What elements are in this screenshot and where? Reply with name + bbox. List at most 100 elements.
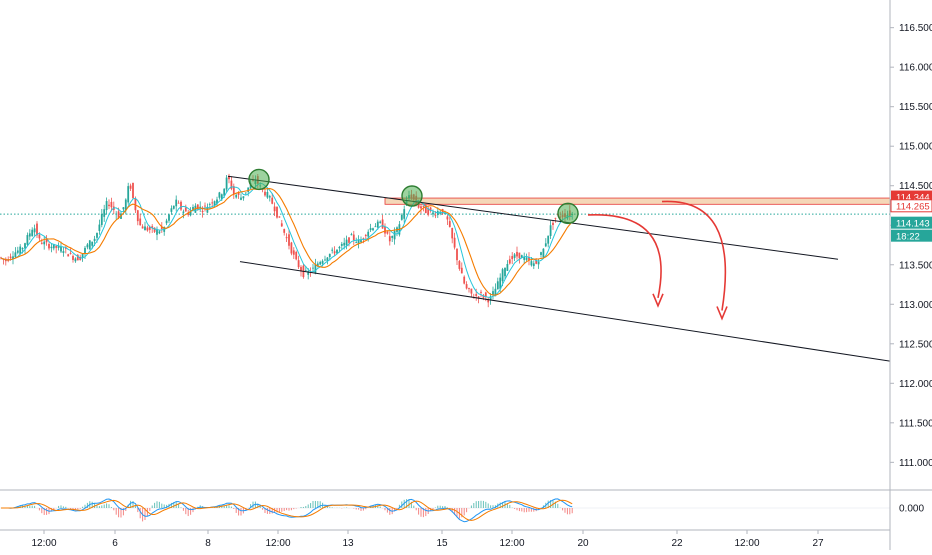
candle-body bbox=[307, 271, 310, 275]
candle-body bbox=[225, 177, 228, 190]
candle-body bbox=[484, 292, 487, 298]
candle-body bbox=[328, 253, 331, 258]
touch-point-circle[interactable] bbox=[557, 202, 579, 225]
candle-body bbox=[285, 237, 288, 239]
candle-body bbox=[388, 236, 391, 242]
candle-body bbox=[100, 213, 103, 225]
channel-lower-trendline[interactable] bbox=[239, 261, 891, 362]
candle-body bbox=[264, 191, 266, 196]
x-tick-label: 12:00 bbox=[499, 538, 524, 549]
candle-body bbox=[552, 222, 554, 225]
candle-body bbox=[0, 257, 2, 259]
candle-body bbox=[499, 277, 502, 289]
x-tick-label: 13 bbox=[342, 538, 354, 549]
candle-body bbox=[144, 226, 146, 231]
candle-body bbox=[55, 246, 58, 248]
candle-body bbox=[472, 297, 475, 299]
candle-body bbox=[170, 208, 173, 212]
candle-body bbox=[391, 235, 394, 238]
candle-body bbox=[465, 284, 468, 289]
candle-body bbox=[192, 207, 194, 210]
candle-body bbox=[295, 251, 298, 260]
candle-body bbox=[93, 238, 96, 242]
candle-body bbox=[432, 212, 434, 215]
candle-body bbox=[477, 296, 480, 299]
candle-body bbox=[266, 192, 269, 198]
candle-body bbox=[211, 202, 214, 204]
candle-body bbox=[14, 252, 17, 258]
candle-body bbox=[172, 205, 175, 209]
projection-arrow[interactable] bbox=[661, 200, 727, 311]
candle-body bbox=[429, 207, 432, 211]
candle-body bbox=[528, 257, 530, 260]
candle-body bbox=[530, 261, 533, 266]
touch-point-circle[interactable] bbox=[248, 168, 270, 191]
resistance-zone[interactable] bbox=[384, 197, 891, 205]
candle-body bbox=[208, 204, 211, 205]
y-tick-label: 111.000 bbox=[899, 458, 932, 469]
candle-body bbox=[475, 294, 478, 296]
candle-body bbox=[268, 196, 271, 198]
candle-body bbox=[165, 220, 168, 224]
candle-body bbox=[184, 207, 187, 212]
candle-body bbox=[60, 246, 62, 252]
resistance-zone-layer bbox=[384, 197, 891, 205]
candle-body bbox=[400, 214, 403, 220]
touch-point-circle[interactable] bbox=[401, 185, 423, 207]
candle-body bbox=[379, 221, 382, 223]
candle-body bbox=[129, 185, 132, 189]
candle-body bbox=[292, 250, 295, 255]
candle-body bbox=[160, 226, 163, 229]
candle-body bbox=[84, 247, 86, 254]
candle-body bbox=[136, 210, 139, 222]
candle-body bbox=[88, 240, 91, 250]
candle-body bbox=[19, 246, 22, 254]
candle-body bbox=[273, 206, 276, 212]
price-label-box bbox=[891, 229, 932, 242]
candle-body bbox=[338, 246, 341, 249]
y-tick-label: 111.500 bbox=[899, 418, 932, 429]
candle-body bbox=[518, 252, 521, 259]
candle-body bbox=[45, 239, 48, 243]
macd-tick-label: 0.000 bbox=[899, 504, 924, 515]
candle-body bbox=[508, 259, 511, 264]
candle-body bbox=[201, 210, 204, 213]
candle-body bbox=[506, 263, 509, 271]
candle-body bbox=[81, 253, 84, 258]
candle-body bbox=[384, 226, 386, 234]
candle-body bbox=[489, 296, 492, 300]
candle-body bbox=[156, 229, 158, 235]
candle-body bbox=[105, 201, 108, 211]
candle-body bbox=[139, 218, 142, 226]
candle-body bbox=[146, 227, 149, 231]
candle-body bbox=[33, 228, 36, 233]
candle-body bbox=[326, 257, 329, 262]
x-tick-label: 12:00 bbox=[31, 538, 56, 549]
candle-body bbox=[537, 261, 540, 265]
candle-body bbox=[362, 238, 365, 240]
candle-body bbox=[319, 261, 322, 265]
candle-body bbox=[372, 228, 374, 231]
candle-body bbox=[345, 239, 348, 246]
candle-body bbox=[12, 256, 14, 259]
candle-body bbox=[343, 242, 346, 246]
macd-indicator-pane: 0.000 bbox=[0, 498, 924, 523]
candle-body bbox=[196, 204, 199, 210]
candle-body bbox=[168, 214, 170, 221]
candle-body bbox=[511, 256, 514, 260]
candle-body bbox=[458, 261, 461, 269]
candle-body bbox=[451, 227, 454, 239]
candle-body bbox=[348, 237, 350, 243]
candle-body bbox=[96, 232, 98, 238]
candle-body bbox=[187, 212, 190, 215]
candle-body bbox=[194, 205, 197, 213]
projection-arrow[interactable] bbox=[587, 214, 662, 299]
candle-body bbox=[182, 211, 185, 213]
candle-body bbox=[544, 243, 547, 247]
candle-body bbox=[501, 269, 504, 282]
channel-upper-trendline[interactable] bbox=[227, 175, 839, 260]
candle-body bbox=[24, 243, 26, 249]
slow-moving-average-line bbox=[0, 188, 573, 296]
